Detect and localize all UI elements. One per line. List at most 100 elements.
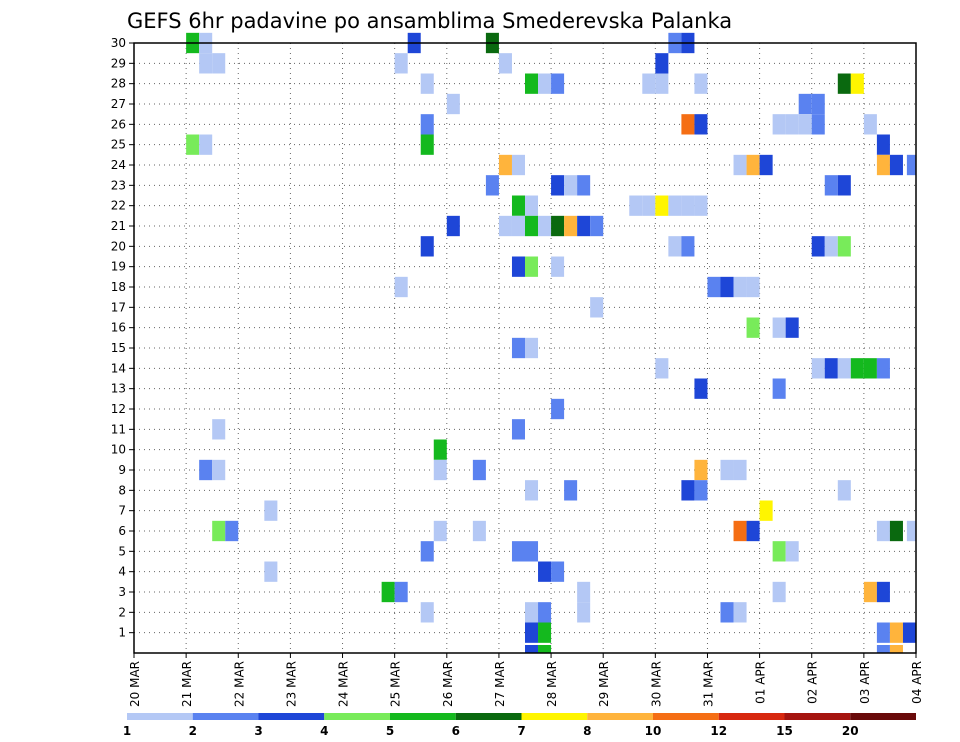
data-cell	[655, 73, 669, 94]
data-cell	[525, 256, 539, 277]
legend-label: 5	[386, 724, 394, 738]
data-cell	[225, 520, 239, 542]
x-tick-label: 24 MAR	[337, 661, 351, 707]
x-axis-ticks: 20 MAR 21 MAR 22 MAR 23 MAR 24 MAR 25 MAR 26 M…	[128, 653, 924, 707]
data-cell	[889, 622, 903, 643]
chart-title: GEFS 6hr padavine po ansamblima Smederev…	[127, 9, 732, 33]
data-cell	[420, 73, 434, 94]
data-cell	[668, 236, 682, 257]
legend-swatch	[850, 713, 916, 720]
data-cell	[511, 337, 525, 359]
x-tick-label: 25 MAR	[389, 661, 403, 707]
data-cell	[772, 378, 786, 399]
data-cell	[629, 195, 643, 216]
legend-swatch	[653, 713, 719, 720]
data-cell	[394, 276, 408, 298]
data-cell	[681, 480, 695, 501]
data-cell	[577, 215, 591, 237]
data-cell	[889, 520, 903, 542]
data-cell	[733, 154, 747, 176]
data-cell	[746, 276, 760, 298]
x-tick-label: 20 MAR	[128, 661, 142, 707]
legend-label: 8	[583, 724, 591, 738]
x-tick-label: 04 APR	[910, 661, 924, 704]
data-cell	[772, 114, 786, 135]
data-cell	[433, 459, 447, 481]
data-cell	[681, 236, 695, 257]
data-cell	[498, 53, 512, 74]
data-cell	[212, 419, 226, 440]
y-tick-label: 8	[118, 483, 126, 497]
data-cell	[564, 480, 578, 501]
data-cell	[394, 581, 408, 603]
legend-label: 2	[189, 724, 197, 738]
data-cell	[785, 541, 799, 562]
legend-swatch	[258, 713, 325, 720]
data-cell	[837, 236, 851, 257]
data-cell	[889, 154, 903, 176]
data-cell	[694, 480, 708, 501]
data-cell	[668, 195, 682, 216]
data-cell	[525, 541, 539, 562]
y-tick-label: 23	[111, 178, 126, 192]
data-cell	[199, 459, 213, 481]
data-cell	[420, 602, 434, 623]
data-cell	[694, 114, 708, 135]
x-tick-label: 26 MAR	[441, 661, 455, 707]
data-cell	[551, 561, 565, 582]
x-tick-label: 22 MAR	[232, 661, 246, 707]
data-cell	[525, 645, 539, 653]
y-tick-label: 2	[118, 605, 126, 619]
data-cell	[472, 459, 486, 481]
data-cell	[551, 398, 565, 420]
legend-swatch	[521, 713, 588, 720]
data-cell	[433, 439, 447, 460]
data-cell	[824, 175, 838, 196]
data-cell	[733, 602, 747, 623]
data-cell	[694, 459, 708, 481]
data-cell	[590, 215, 604, 237]
y-tick-label: 11	[111, 422, 126, 436]
data-cell	[863, 114, 877, 135]
data-cell	[876, 622, 890, 643]
y-tick-label: 12	[111, 402, 126, 416]
data-cells	[186, 32, 916, 653]
data-cell	[889, 645, 903, 653]
data-cell	[525, 195, 539, 216]
data-cell	[876, 154, 890, 176]
data-cell	[902, 622, 916, 643]
y-tick-label: 14	[111, 361, 126, 375]
data-cell	[837, 73, 851, 94]
legend-swatch	[324, 713, 390, 720]
data-cell	[525, 622, 539, 643]
y-tick-label: 1	[118, 626, 126, 640]
data-cell	[694, 378, 708, 399]
data-cell	[785, 317, 799, 338]
data-cell	[551, 73, 565, 94]
y-tick-label: 26	[111, 117, 126, 131]
y-tick-label: 13	[111, 382, 126, 396]
data-cell	[485, 175, 499, 196]
color-legend: 1 2 3 4 5 6 7 8 10 12 15 20	[123, 713, 916, 738]
x-tick-label: 28 MAR	[545, 661, 559, 707]
data-cell	[564, 215, 578, 237]
y-tick-label: 28	[111, 77, 126, 91]
data-cell	[681, 114, 695, 135]
y-tick-label: 9	[118, 463, 126, 477]
data-cell	[642, 195, 656, 216]
data-cell	[420, 541, 434, 562]
data-cell	[876, 358, 890, 379]
data-cell	[511, 215, 525, 237]
data-cell	[850, 358, 864, 379]
data-cell	[837, 175, 851, 196]
data-cell	[824, 236, 838, 257]
legend-label: 3	[254, 724, 262, 738]
data-cell	[381, 581, 395, 603]
y-tick-label: 22	[111, 199, 126, 213]
data-cell	[906, 154, 916, 176]
data-cell	[420, 114, 434, 135]
y-tick-label: 16	[111, 321, 126, 335]
legend-swatch	[784, 713, 851, 720]
x-tick-label: 21 MAR	[180, 661, 194, 707]
legend-swatch	[390, 713, 456, 720]
